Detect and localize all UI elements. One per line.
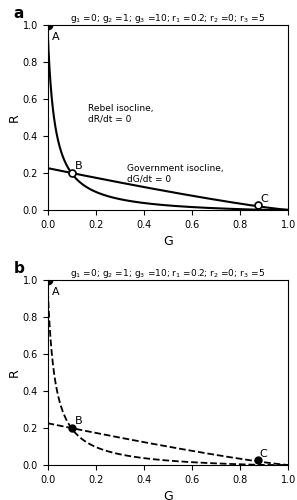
Text: C: C	[259, 448, 267, 458]
Y-axis label: R: R	[8, 368, 21, 377]
Text: Government isocline,
dG/dt = 0: Government isocline, dG/dt = 0	[127, 164, 224, 183]
Text: A: A	[52, 32, 60, 42]
Y-axis label: R: R	[8, 113, 21, 122]
Title: g$_1$ =0; g$_2$ =1; g$_3$ =10; r$_1$ =0.2; r$_2$ =0; r$_3$ =5: g$_1$ =0; g$_2$ =1; g$_3$ =10; r$_1$ =0.…	[70, 267, 265, 280]
X-axis label: G: G	[163, 490, 173, 500]
Title: g$_1$ =0; g$_2$ =1; g$_3$ =10; r$_1$ =0.2; r$_2$ =0; r$_3$ =5: g$_1$ =0; g$_2$ =1; g$_3$ =10; r$_1$ =0.…	[70, 12, 265, 25]
Text: Rebel isocline,
dR/dt = 0: Rebel isocline, dR/dt = 0	[89, 104, 154, 124]
Text: A: A	[52, 287, 60, 297]
Text: b: b	[14, 260, 25, 276]
X-axis label: G: G	[163, 235, 173, 248]
Text: B: B	[75, 416, 83, 426]
Text: B: B	[75, 161, 83, 171]
Text: a: a	[14, 6, 24, 20]
Text: C: C	[260, 194, 268, 203]
